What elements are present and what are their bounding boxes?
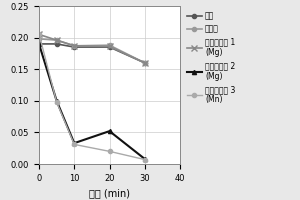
电涂板 [37, 38, 41, 40]
X-axis label: 时间 (min): 时间 (min) [89, 188, 130, 198]
电涂板 [55, 39, 58, 41]
结构化陶瓷 3
(Mn) [55, 101, 58, 103]
裸板 [73, 46, 76, 48]
电涂板 [143, 62, 147, 64]
裸板 [55, 43, 58, 45]
电涂板 [73, 45, 76, 47]
结构化陶瓷 2
(Mg) [143, 158, 147, 160]
结构化陶瓷 1
(Mg) [108, 45, 111, 48]
结构化陶瓷 2
(Mg) [108, 130, 111, 132]
Line: 结构化陶瓷 1
(Mg): 结构化陶瓷 1 (Mg) [36, 32, 148, 66]
裸板 [108, 46, 111, 48]
Legend: 裸板, 电涂板, 结构化陶瓷 1
(Mg), 结构化陶瓷 2
(Mg), 结构化陶瓷 3
(Mn): 裸板, 电涂板, 结构化陶瓷 1 (Mg), 结构化陶瓷 2 (Mg), 结构化… [185, 10, 237, 106]
结构化陶瓷 2
(Mg) [37, 43, 41, 45]
裸板 [37, 43, 41, 45]
Line: 裸板: 裸板 [37, 42, 147, 65]
结构化陶瓷 1
(Mg) [143, 62, 147, 64]
结构化陶瓷 3
(Mn) [37, 33, 41, 35]
结构化陶瓷 3
(Mn) [143, 158, 147, 161]
结构化陶瓷 3
(Mn) [108, 150, 111, 153]
Line: 电涂板: 电涂板 [37, 37, 147, 65]
结构化陶瓷 2
(Mg) [73, 142, 76, 144]
结构化陶瓷 1
(Mg) [55, 39, 58, 41]
结构化陶瓷 1
(Mg) [37, 33, 41, 36]
结构化陶瓷 2
(Mg) [55, 100, 58, 102]
电涂板 [108, 44, 111, 46]
裸板 [143, 62, 147, 64]
结构化陶瓷 1
(Mg) [73, 45, 76, 47]
Line: 结构化陶瓷 2
(Mg): 结构化陶瓷 2 (Mg) [37, 42, 147, 161]
结构化陶瓷 3
(Mn) [73, 143, 76, 146]
Line: 结构化陶瓷 3
(Mn): 结构化陶瓷 3 (Mn) [37, 32, 147, 162]
